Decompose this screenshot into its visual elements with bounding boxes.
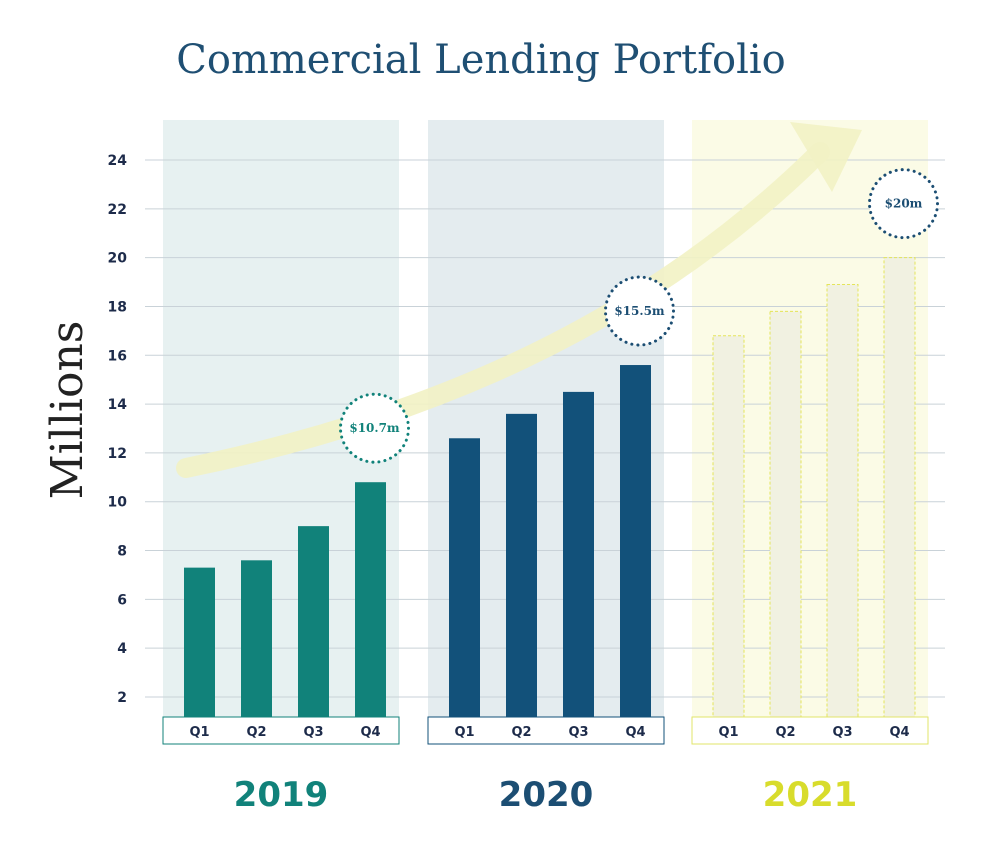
bar-2020-q4 — [620, 365, 651, 717]
y-tick-label: 12 — [108, 446, 127, 462]
quarter-label: Q4 — [625, 725, 645, 740]
chart-title: Commercial Lending Portfolio — [176, 37, 786, 83]
quarter-label: Q4 — [889, 725, 909, 740]
trend-arrow-head — [790, 122, 862, 192]
y-tick-label: 4 — [117, 641, 127, 657]
year-label-2021: 2021 — [763, 775, 858, 815]
bar-2021-q1 — [712, 335, 745, 718]
y-tick-label: 6 — [117, 592, 127, 608]
bar-2021-q4 — [883, 257, 916, 718]
quarter-label-box — [162, 716, 400, 745]
quarter-label: Q1 — [718, 725, 738, 740]
quarter-label: Q2 — [246, 725, 266, 740]
y-tick-label: 14 — [108, 397, 128, 413]
bar-2019-q1 — [184, 567, 215, 717]
y-tick-label: 16 — [108, 348, 127, 364]
y-tick-label: 8 — [117, 544, 127, 560]
callout-label-2019: $10.7m — [349, 421, 400, 435]
quarter-label-box — [691, 716, 929, 745]
year-label-2019: 2019 — [234, 775, 329, 815]
y-tick-label: 22 — [108, 202, 127, 218]
y-tick-label: 24 — [108, 153, 128, 169]
quarter-label: Q2 — [775, 725, 795, 740]
quarter-label: Q2 — [511, 725, 531, 740]
callout-label-2020: $15.5m — [614, 304, 665, 318]
bar-2021-q3 — [826, 283, 859, 718]
bar-2021-q2 — [769, 310, 802, 718]
year-label-2020: 2020 — [499, 775, 594, 815]
quarter-label: Q1 — [189, 725, 209, 740]
bar-2019-q3 — [298, 526, 329, 717]
callout-label-2021: $20m — [885, 197, 923, 211]
y-tick-label: 20 — [108, 251, 128, 267]
bar-2020-q2 — [506, 413, 537, 717]
bar-2019-q2 — [241, 560, 272, 717]
callout-circle-2019 — [339, 392, 410, 464]
bar-2020-q3 — [563, 391, 594, 717]
trend-arrow-line — [176, 142, 830, 478]
quarter-label: Q4 — [360, 725, 380, 740]
bar-2019-q4 — [355, 482, 386, 717]
y-axis-label: Millions — [42, 321, 93, 500]
quarter-label: Q3 — [832, 725, 852, 740]
y-tick-label: 18 — [108, 299, 127, 315]
bar-2020-q1 — [449, 438, 480, 717]
callout-circle-2021 — [868, 168, 939, 240]
quarter-label: Q3 — [568, 725, 588, 740]
y-tick-label: 10 — [108, 495, 128, 511]
quarter-label: Q1 — [454, 725, 474, 740]
quarter-label-box — [427, 716, 665, 745]
quarter-label: Q3 — [303, 725, 323, 740]
y-tick-label: 2 — [117, 690, 127, 706]
callout-circle-2020 — [604, 275, 675, 347]
